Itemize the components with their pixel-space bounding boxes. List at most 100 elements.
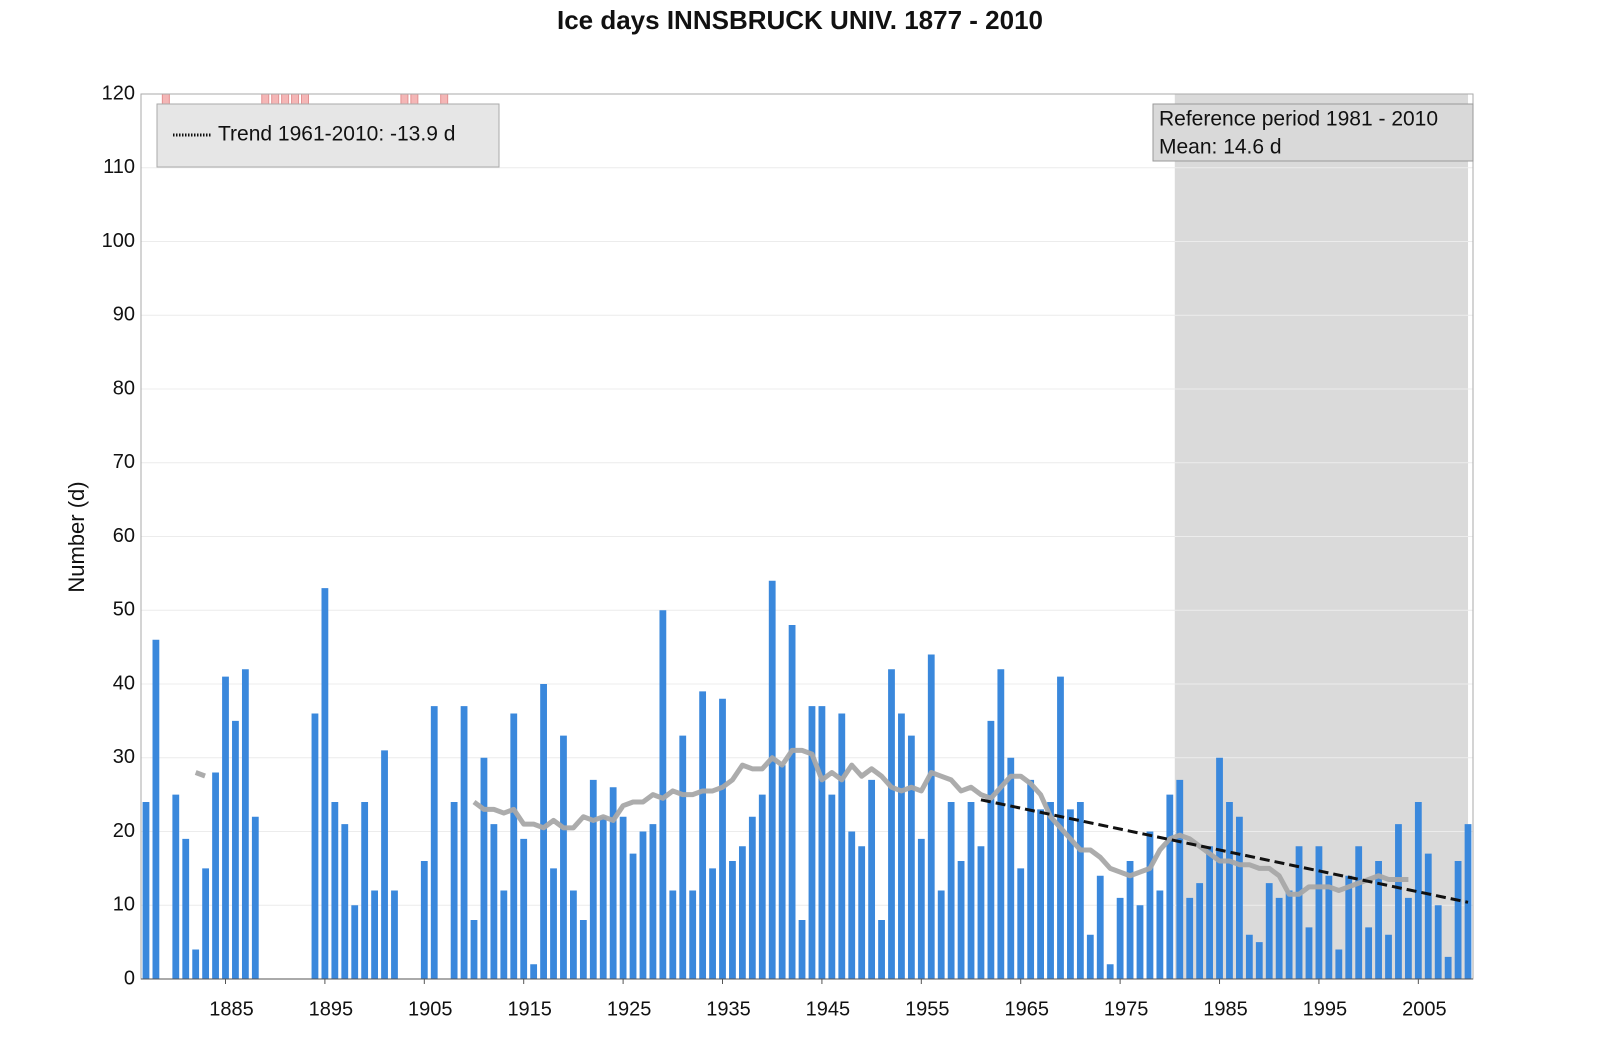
bar [808, 706, 816, 979]
bar [152, 639, 160, 979]
y-tick-label: 100 [102, 230, 135, 252]
bar [1404, 897, 1412, 979]
bar [917, 838, 925, 979]
bar [520, 838, 528, 979]
bar [967, 802, 975, 979]
bar [927, 654, 935, 979]
bar [570, 890, 577, 979]
x-tick-label: 1915 [507, 998, 552, 1020]
bar [1156, 890, 1164, 979]
bar [898, 713, 905, 979]
bar [748, 816, 756, 979]
bar [1076, 802, 1084, 979]
bar [768, 580, 776, 979]
bar [530, 964, 538, 979]
bar [1355, 846, 1363, 979]
bar [1335, 949, 1343, 979]
bar [202, 868, 210, 979]
y-tick-label: 110 [103, 156, 135, 178]
x-tick-label: 1985 [1203, 998, 1248, 1020]
bar [192, 949, 200, 979]
y-tick-label: 20 [113, 820, 135, 842]
bar [321, 588, 329, 979]
smoothed-line [472, 747, 1409, 897]
bar [1375, 861, 1382, 979]
bar [838, 713, 846, 979]
bar [888, 669, 895, 979]
bar [689, 890, 697, 979]
bar [589, 779, 597, 979]
bar [1106, 964, 1114, 979]
x-tick-label: 1995 [1303, 998, 1348, 1020]
bar [560, 735, 567, 979]
bar [659, 610, 667, 979]
chart-title: Ice days INNSBRUCK UNIV. 1877 - 2010 [557, 5, 1043, 35]
bar [1245, 934, 1253, 979]
bar [1186, 897, 1194, 979]
x-tick-label: 1905 [408, 998, 453, 1020]
bar [1136, 905, 1144, 979]
bar [599, 816, 607, 979]
bar [1146, 831, 1154, 979]
bar [997, 669, 1005, 979]
y-tick-label: 60 [113, 525, 135, 547]
x-tick-label: 1965 [1004, 998, 1049, 1020]
legend-box [156, 103, 500, 168]
y-tick-label: 40 [113, 672, 135, 694]
bar [699, 691, 707, 979]
bar [1444, 956, 1452, 979]
bar [1345, 875, 1353, 979]
y-axis-label: Number (d) [64, 481, 89, 592]
bar [460, 706, 468, 979]
bar [1116, 897, 1124, 979]
bar [1047, 802, 1054, 979]
y-tick-label: 70 [113, 451, 135, 473]
y-tick-label: 120 [102, 82, 135, 104]
bar [1454, 861, 1462, 979]
y-tick-label: 0 [124, 967, 135, 989]
bar [609, 787, 617, 979]
bar [251, 816, 259, 979]
bar [480, 757, 488, 979]
bar [212, 772, 219, 979]
y-tick-label: 90 [113, 304, 135, 326]
bar [420, 861, 428, 979]
bar [500, 890, 508, 979]
bar [947, 802, 955, 979]
bar [222, 676, 229, 979]
trend-line [980, 798, 1469, 904]
bar [788, 625, 796, 979]
bar [1315, 846, 1323, 979]
bar [1434, 905, 1442, 979]
bar [361, 802, 369, 979]
bar [1206, 846, 1213, 979]
bar [649, 824, 657, 979]
bar [709, 868, 716, 979]
bar [430, 706, 438, 979]
bar [391, 890, 398, 979]
bar [311, 713, 319, 979]
bar [1275, 897, 1283, 979]
bar [1255, 942, 1263, 979]
bar [1027, 779, 1035, 979]
x-tick-label: 1925 [607, 998, 652, 1020]
bar [1236, 816, 1243, 979]
bar [1365, 927, 1373, 979]
bar [550, 868, 557, 979]
bar [719, 698, 726, 979]
bar [639, 831, 647, 979]
bar [758, 794, 766, 979]
bar [450, 802, 458, 979]
bar [798, 920, 806, 979]
bar [371, 890, 378, 979]
bar [142, 802, 150, 979]
bar [1305, 927, 1313, 979]
bar [828, 794, 836, 979]
x-tick-label: 1885 [209, 998, 254, 1020]
bar [848, 831, 856, 979]
y-tick-label: 80 [113, 377, 135, 399]
bar [1216, 757, 1223, 979]
x-tick-label: 1975 [1104, 998, 1149, 1020]
bar [987, 720, 995, 979]
bar [381, 750, 388, 979]
